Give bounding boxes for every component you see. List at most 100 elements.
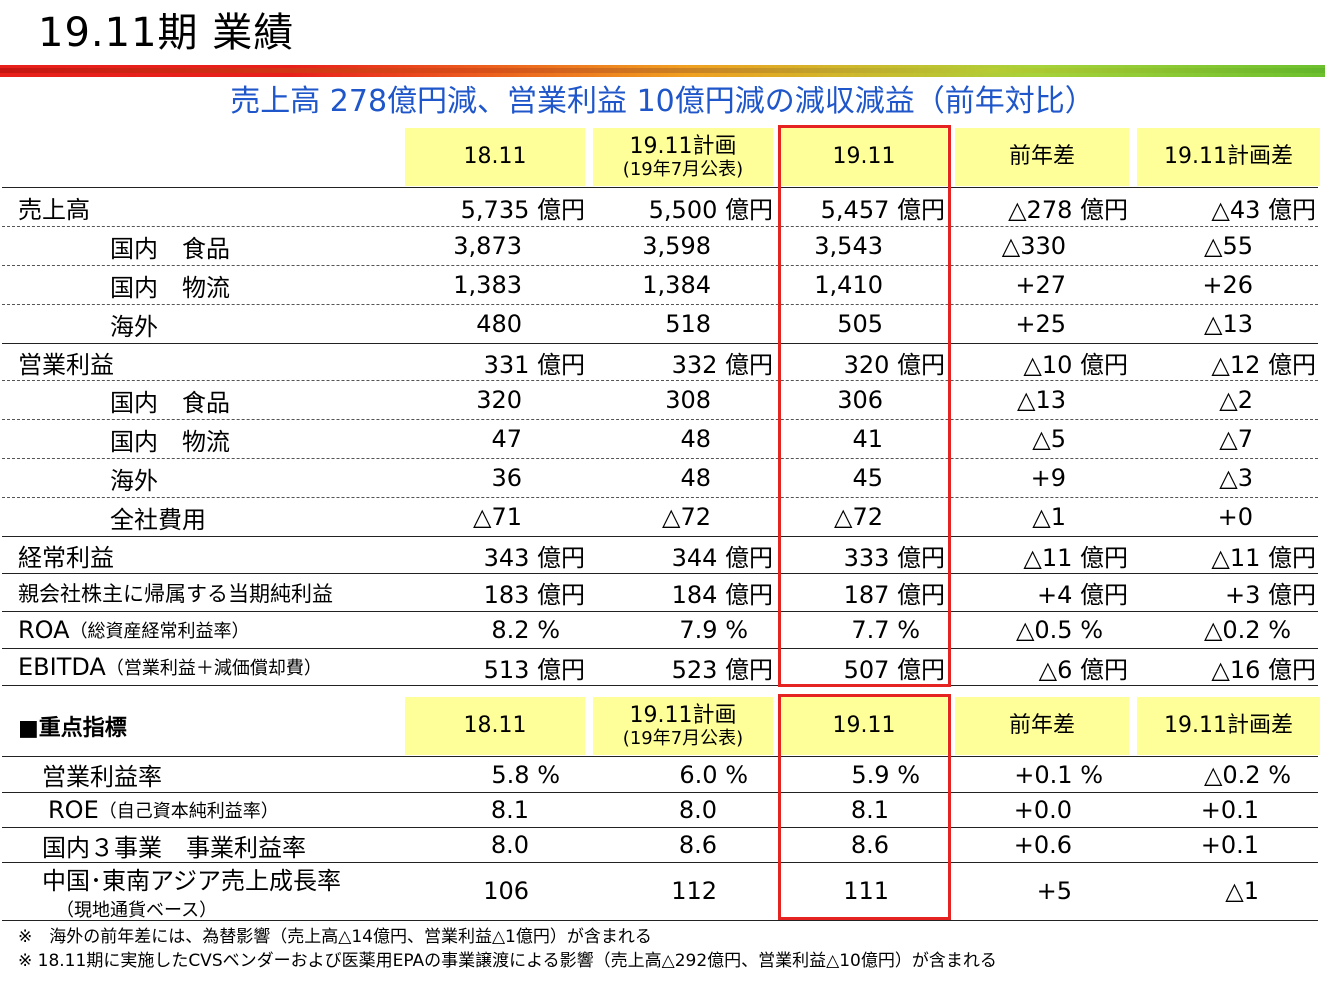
table-row: 営業利益 331 億円 332 億円 320 億円 △10 億円 △12 億円 <box>0 344 1320 380</box>
row-label: 海外 <box>110 312 158 341</box>
row-label: ROE （自己資本純利益率） <box>48 793 279 827</box>
value-yoy-diff: △330 <box>1001 232 1066 260</box>
row-divider <box>2 648 1318 649</box>
value-19-11: 8.1 <box>850 796 889 824</box>
row-label: 国内 物流 <box>110 273 230 302</box>
value-plan-diff: △0.2 % <box>1203 760 1291 789</box>
header-label: 19.11計画差 <box>1164 713 1293 738</box>
header-cell-19-11: 19.11 <box>781 128 947 186</box>
value-19-11-plan: 308 <box>665 386 711 414</box>
value-yoy-diff: +25 <box>1015 310 1066 338</box>
row-label-note: （現地通貨ベース） <box>56 899 218 921</box>
value-plan-diff: +0 <box>1217 503 1253 531</box>
header-label: 19.11 <box>832 144 896 169</box>
row-label-main: ROA <box>18 616 70 644</box>
row-label: 経常利益 <box>18 543 114 572</box>
header-label: 18.11 <box>463 144 527 169</box>
value-yoy-diff: △6 億円 <box>1038 655 1128 684</box>
value-plan-diff: △11 億円 <box>1211 543 1316 572</box>
value-plan-diff: △16 億円 <box>1211 655 1316 684</box>
table-row: 国内 食品 320 308 306 △13 △2 <box>0 381 1320 419</box>
value-plan-diff: △12 億円 <box>1211 350 1316 379</box>
header-cell-plan-diff: 19.11計画差 <box>1137 128 1320 186</box>
row-divider <box>2 920 1318 921</box>
row-divider <box>2 380 1318 381</box>
value-19-11-plan: 523 億円 <box>671 655 773 684</box>
highlight-19-11-column-kpi <box>778 694 951 920</box>
value-19-11-plan: 184 億円 <box>671 581 773 609</box>
value-18-11: 3,873 <box>453 232 522 260</box>
row-label-note: （総資産経常利益率） <box>69 621 250 642</box>
value-18-11: 36 <box>491 464 522 492</box>
row-divider <box>2 187 1318 188</box>
row-divider <box>2 827 1318 828</box>
value-19-11: 5.9 % <box>851 760 920 789</box>
row-label: EBITDA （営業利益＋減価償却費） <box>18 649 322 685</box>
value-19-11-plan: △72 <box>662 503 711 531</box>
value-yoy-diff: +9 <box>1030 464 1066 492</box>
value-plan-diff: △43 億円 <box>1211 195 1316 224</box>
row-divider <box>2 756 1318 757</box>
value-19-11: 507 億円 <box>843 655 945 684</box>
value-18-11: 47 <box>491 425 522 453</box>
value-18-11: 8.2 % <box>491 616 560 644</box>
header-cell-18-11: 18.11 <box>405 128 585 186</box>
value-yoy-diff: △11 億円 <box>1023 543 1128 572</box>
header-label: 前年差 <box>1008 713 1075 738</box>
value-19-11: 333 億円 <box>843 543 945 572</box>
header-sublabel: (19年7月公表) <box>622 728 744 749</box>
row-label: 海外 <box>110 466 158 495</box>
value-yoy-diff: +0.6 <box>1013 831 1072 859</box>
table-row: ROA （総資産経常利益率） 8.2 % 7.9 % 7.7 % △0.5 % … <box>0 612 1320 648</box>
row-label-note: （営業利益＋減価償却費） <box>105 658 322 679</box>
value-19-11-plan: 8.6 <box>678 831 717 859</box>
header-label: 19.11計画 <box>629 703 737 728</box>
value-plan-diff: △7 <box>1219 425 1253 453</box>
table-row: 営業利益率 5.8 % 6.0 % 5.9 % +0.1 % △0.2 % <box>0 757 1320 792</box>
row-label: 国内３事業 事業利益率 <box>42 833 306 862</box>
row-divider <box>2 419 1318 420</box>
value-plan-diff: △55 <box>1204 232 1253 260</box>
row-divider <box>2 792 1318 793</box>
value-18-11: 480 <box>476 310 522 338</box>
table-row: 国内 食品 3,873 3,598 3,543 △330 △55 <box>0 227 1320 265</box>
value-plan-diff: △3 <box>1219 464 1253 492</box>
header-label: 19.11 <box>832 713 896 738</box>
table-row: 中国･東南アジア売上成長率 （現地通貨ベース） 106 112 111 +5 △… <box>0 863 1320 921</box>
value-19-11: 41 <box>852 425 883 453</box>
header-cell-plan-diff: 19.11計画差 <box>1137 697 1320 755</box>
row-divider <box>2 343 1318 344</box>
row-divider <box>2 573 1318 574</box>
value-19-11: 7.7 % <box>851 616 920 644</box>
value-yoy-diff: +0.1 % <box>1014 760 1103 789</box>
row-label: 国内 食品 <box>110 234 230 263</box>
row-label-main: 中国･東南アジア売上成長率 <box>42 866 342 895</box>
header-label: 19.11計画 <box>629 134 737 159</box>
value-19-11-plan: 3,598 <box>642 232 711 260</box>
row-label: 営業利益率 <box>42 763 162 791</box>
value-18-11: 106 <box>483 877 529 905</box>
footnote: ※ 海外の前年差には、為替影響（売上高△14億円、営業利益△1億円）が含まれる <box>18 927 652 947</box>
value-18-11: 183 億円 <box>483 581 585 609</box>
row-divider <box>2 536 1318 537</box>
value-plan-diff: △1 <box>1225 877 1259 905</box>
value-19-11: 320 億円 <box>843 350 945 379</box>
table-row: 経常利益 343 億円 344 億円 333 億円 △11 億円 △11 億円 <box>0 537 1320 573</box>
row-divider <box>2 265 1318 266</box>
header-label: 前年差 <box>1008 144 1075 169</box>
table-row: 海外 480 518 505 +25 △13 <box>0 305 1320 343</box>
table-row: ROE （自己資本純利益率） 8.1 8.0 8.1 +0.0 +0.1 <box>0 793 1320 827</box>
value-19-11: 45 <box>852 464 883 492</box>
value-yoy-diff: △13 <box>1017 386 1066 414</box>
table-row: 国内 物流 47 48 41 △5 △7 <box>0 420 1320 458</box>
row-label: 営業利益 <box>18 350 114 379</box>
value-yoy-diff: +4 億円 <box>1036 581 1128 609</box>
summary-subtitle: 売上高 278億円減、営業利益 10億円減の減収減益（前年対比） <box>230 84 1095 119</box>
value-plan-diff: △0.2 % <box>1203 616 1291 644</box>
title-divider-bar <box>0 65 1325 77</box>
kpi-section-title: ■重点指標 <box>18 716 127 741</box>
row-label-main: ROE <box>48 796 99 824</box>
value-19-11: △72 <box>834 503 883 531</box>
value-19-11-plan: 344 億円 <box>671 543 773 572</box>
value-plan-diff: +0.1 <box>1200 796 1259 824</box>
